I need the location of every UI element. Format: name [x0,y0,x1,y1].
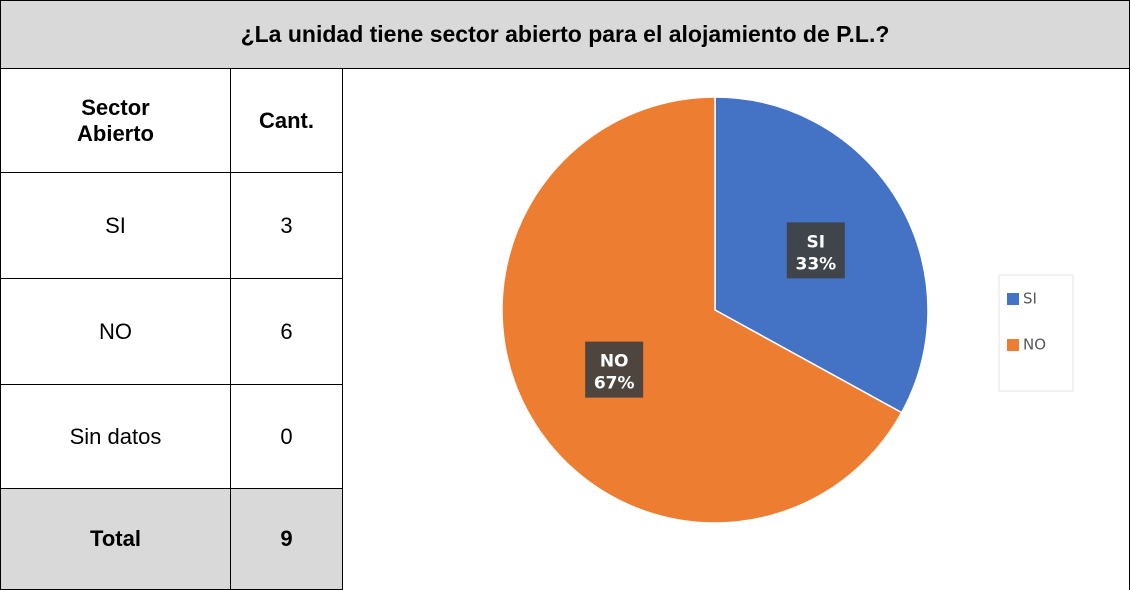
title: ¿La unidad tiene sector abierto para el … [0,0,1130,69]
data-label-category: SI [807,232,826,252]
cell: 6 [230,278,343,385]
header-cell: Cant. [230,68,343,173]
pie-slice [501,96,903,524]
legend-box [998,274,1074,392]
cell: Sin datos [0,384,231,489]
data-label-value: 33% [795,254,836,274]
total-cell: 9 [230,488,343,590]
cell: NO [0,278,231,385]
cell: SI [0,172,231,279]
total-cell: Total [0,488,231,590]
data-label-category: NO [600,352,629,372]
data-label-box [585,341,644,398]
cell: 0 [230,384,343,489]
cell: 3 [230,172,343,279]
data-label-value: 67% [594,374,635,394]
legend-label: NO [1023,336,1046,354]
header-cell: Sector Abierto [0,68,231,173]
legend-swatch [1007,293,1019,305]
legend-swatch [1007,339,1019,351]
data-label-box [786,222,845,279]
legend-label: SI [1023,290,1037,308]
